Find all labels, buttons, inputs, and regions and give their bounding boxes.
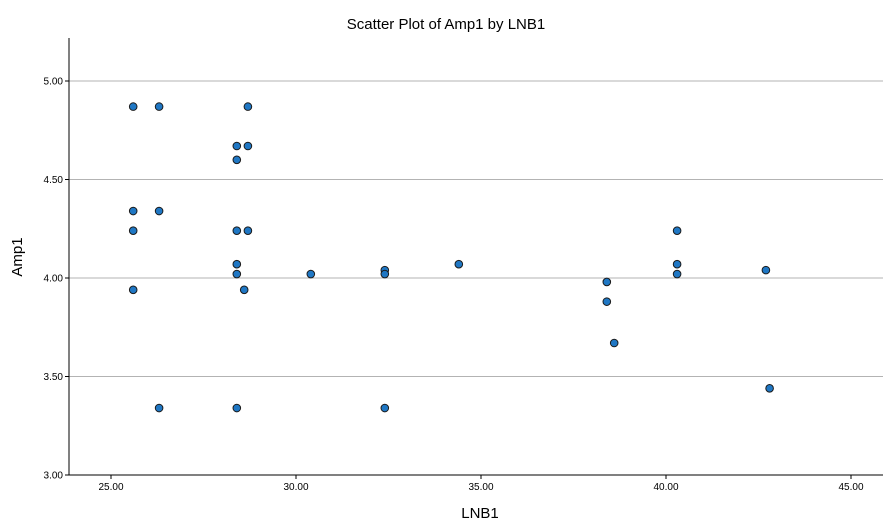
scatter-point: [672, 226, 682, 236]
y-tick-label: 3.50: [44, 372, 64, 383]
scatter-point: [154, 206, 164, 216]
y-tick-label: 4.00: [44, 274, 64, 285]
scatter-point: [609, 338, 619, 348]
scatter-point: [128, 102, 138, 111]
scatter-point: [306, 269, 316, 279]
scatter-point: [243, 141, 253, 151]
x-tick-label: 40.00: [653, 482, 678, 493]
x-tick-label: 45.00: [838, 482, 863, 493]
x-tick-label: 30.00: [283, 482, 308, 493]
scatter-point: [128, 285, 138, 295]
scatter-point: [128, 226, 138, 236]
scatter-point: [239, 285, 249, 295]
scatter-point: [232, 259, 242, 269]
scatter-point: [672, 269, 682, 279]
scatter-point: [232, 141, 242, 151]
scatter-point: [243, 102, 253, 111]
scatter-point: [128, 206, 138, 216]
scatter-point: [232, 226, 242, 236]
scatter-point: [761, 265, 771, 275]
y-axis-label: Amp1: [9, 237, 26, 276]
scatter-point: [232, 155, 242, 165]
x-tick-label: 25.00: [98, 482, 123, 493]
x-axis-ticks: 25.00 30.00 35.00 40.00 45.00: [98, 475, 864, 493]
y-tick-label: 3.00: [44, 471, 64, 482]
scatter-point: [154, 102, 164, 111]
scatter-point: [154, 403, 164, 413]
chart-title: Scatter Plot of Amp1 by LNB1: [347, 16, 545, 33]
scatter-point: [380, 403, 390, 413]
y-tick-label: 5.00: [44, 77, 64, 88]
scatter-point: [232, 403, 242, 413]
scatter-point: [243, 226, 253, 236]
data-points: [128, 102, 774, 413]
y-axis-ticks: 3.00 3.50 4.00 4.50 5.00: [44, 77, 69, 482]
scatter-point: [380, 269, 390, 279]
y-tick-label: 4.50: [44, 175, 64, 186]
gridlines: [69, 80, 883, 377]
x-axis-label: LNB1: [461, 505, 499, 522]
x-tick-label: 35.00: [468, 482, 493, 493]
scatter-point: [232, 269, 242, 279]
scatter-point: [454, 259, 464, 269]
scatter-point: [672, 259, 682, 269]
scatter-point: [765, 384, 774, 393]
scatter-point: [602, 277, 612, 287]
scatter-point: [602, 297, 612, 306]
